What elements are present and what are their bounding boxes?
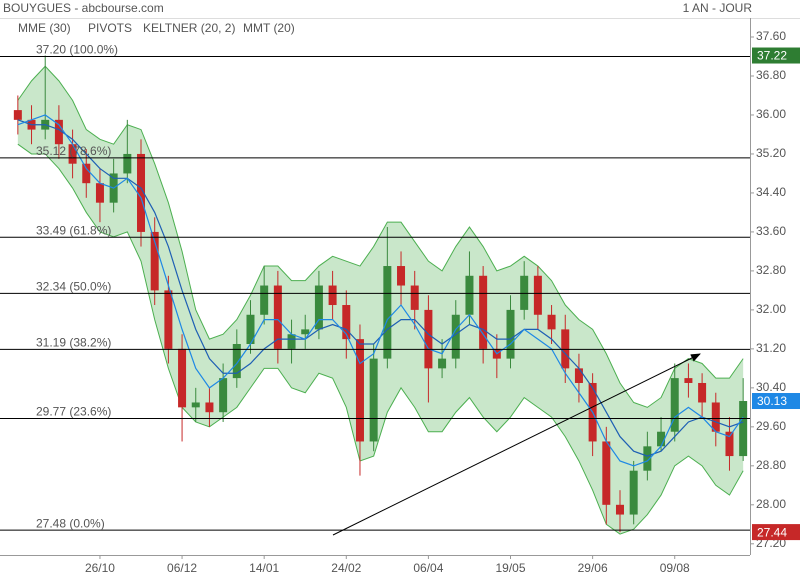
x-tick-label: 14/01 bbox=[249, 561, 279, 575]
candle-body bbox=[506, 309, 515, 359]
price-tag bbox=[752, 524, 800, 541]
candle-body bbox=[273, 285, 282, 349]
candle-body bbox=[191, 402, 200, 408]
keltner-lower bbox=[17, 143, 744, 535]
candle-body bbox=[342, 305, 351, 340]
x-tick-label: 26/10 bbox=[85, 561, 115, 575]
x-tick-label: 09/08 bbox=[660, 561, 690, 575]
candle-body bbox=[123, 153, 132, 174]
fib-label: 35.12 (78.6%) bbox=[36, 144, 111, 158]
legend-entry: MMT (20) bbox=[243, 21, 295, 35]
candle-body bbox=[246, 314, 255, 345]
candle-body bbox=[397, 266, 406, 286]
candle-body bbox=[410, 285, 419, 310]
candle-body bbox=[451, 314, 460, 359]
candle-body bbox=[164, 290, 173, 349]
candle-body bbox=[68, 144, 77, 164]
chart-title: BOUYGUES - abcbourse.com bbox=[3, 1, 164, 15]
y-tick-label: 28.80 bbox=[756, 458, 786, 472]
candle-body bbox=[602, 441, 611, 505]
candle-body bbox=[657, 431, 666, 447]
candle-body bbox=[355, 339, 364, 442]
candle-body bbox=[219, 378, 228, 413]
candle-body bbox=[150, 231, 159, 291]
candle-body bbox=[232, 344, 241, 379]
price-tag-label: 30.13 bbox=[757, 394, 787, 408]
candle-body bbox=[465, 275, 474, 315]
price-tag bbox=[752, 47, 800, 64]
candle-body bbox=[95, 183, 104, 203]
keltner-fill bbox=[17, 66, 744, 535]
candle-body bbox=[54, 119, 63, 145]
candle-body bbox=[82, 163, 91, 184]
moving-average bbox=[17, 114, 744, 467]
candle-body bbox=[574, 368, 583, 383]
y-tick-label: 33.60 bbox=[756, 224, 786, 238]
x-tick-label: 19/05 bbox=[495, 561, 525, 575]
candle-body bbox=[547, 314, 556, 330]
fib-label: 29.77 (23.6%) bbox=[36, 405, 111, 419]
y-tick-label: 36.00 bbox=[756, 107, 786, 121]
fib-label: 33.49 (61.8%) bbox=[36, 223, 111, 237]
candle-body bbox=[13, 110, 22, 120]
candle-body bbox=[205, 402, 214, 413]
candle-body bbox=[533, 275, 542, 315]
y-tick-label: 32.00 bbox=[756, 302, 786, 316]
candle-body bbox=[137, 153, 146, 232]
candle-body bbox=[301, 329, 310, 335]
candle-body bbox=[287, 334, 296, 349]
candle-body bbox=[369, 358, 378, 442]
y-tick-label: 30.40 bbox=[756, 380, 786, 394]
candle-body bbox=[725, 431, 734, 457]
y-tick-label: 36.80 bbox=[756, 68, 786, 82]
legend-entry: MME (30) bbox=[18, 21, 71, 35]
period: 1 AN - JOUR bbox=[683, 1, 753, 15]
plot-area bbox=[13, 55, 748, 535]
y-tick-label: 35.20 bbox=[756, 146, 786, 160]
price-tag-label: 37.22 bbox=[757, 49, 787, 63]
candle-body bbox=[643, 446, 652, 471]
candle-body bbox=[424, 309, 433, 369]
trend-arrow bbox=[332, 353, 701, 536]
fib-label: 31.19 (38.2%) bbox=[36, 336, 111, 350]
fib-label: 37.20 (100.0%) bbox=[36, 43, 118, 57]
y-tick-label: 34.40 bbox=[756, 185, 786, 199]
legend-entry: KELTNER (20, 2) bbox=[143, 21, 235, 35]
candle-body bbox=[698, 382, 707, 403]
y-tick-label: 28.00 bbox=[756, 497, 786, 511]
fib-label: 27.48 (0.0%) bbox=[36, 516, 105, 530]
candle-body bbox=[383, 266, 392, 359]
keltner-upper bbox=[17, 65, 744, 408]
candle-body bbox=[479, 275, 488, 349]
candle-body bbox=[629, 470, 638, 515]
fib-label: 32.34 (50.0%) bbox=[36, 279, 111, 293]
y-tick-label: 37.60 bbox=[756, 29, 786, 43]
candle-body bbox=[328, 285, 337, 306]
candle-body bbox=[711, 402, 720, 432]
y-tick-label: 32.80 bbox=[756, 263, 786, 277]
candle-body bbox=[438, 358, 447, 369]
x-tick-label: 24/02 bbox=[331, 561, 361, 575]
price-tag bbox=[752, 393, 800, 410]
x-tick-label: 06/04 bbox=[413, 561, 443, 575]
price-tag-label: 27.44 bbox=[757, 525, 787, 539]
candle-body bbox=[314, 285, 323, 330]
legend-entry: PIVOTS bbox=[88, 21, 132, 35]
y-tick-label: 31.20 bbox=[756, 341, 786, 355]
candle-body bbox=[260, 285, 269, 315]
x-tick-label: 29/06 bbox=[578, 561, 608, 575]
y-tick-label: 29.60 bbox=[756, 419, 786, 433]
candle-body bbox=[739, 401, 748, 457]
candle-body bbox=[615, 504, 624, 515]
candle-body bbox=[670, 378, 679, 432]
candle-body bbox=[178, 348, 187, 408]
candle-body bbox=[684, 378, 693, 383]
x-tick-label: 06/12 bbox=[167, 561, 197, 575]
